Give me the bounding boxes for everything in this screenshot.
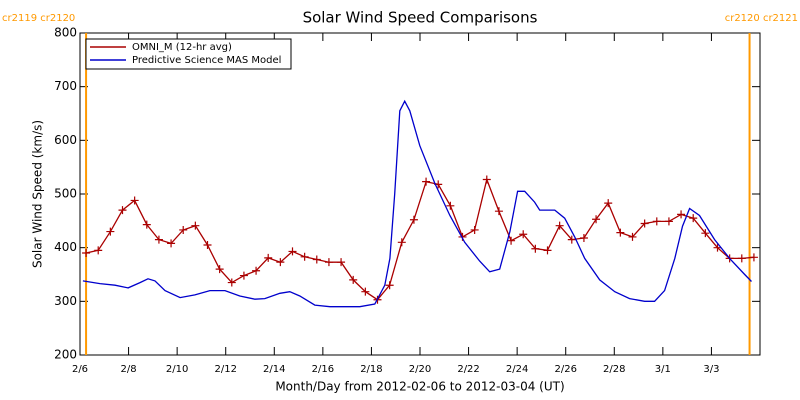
data-point: [154, 235, 163, 244]
y-tick-label: 600: [54, 133, 77, 147]
data-point: [555, 221, 564, 230]
data-point: [337, 258, 346, 267]
data-point: [628, 232, 637, 241]
data-point: [652, 217, 661, 226]
x-tick-label: 2/24: [506, 364, 528, 375]
y-tick-label: 400: [54, 240, 77, 254]
x-tick-label: 3/1: [655, 364, 671, 375]
data-point: [422, 177, 431, 186]
data-point: [349, 275, 358, 284]
data-point: [616, 228, 625, 237]
data-point: [264, 253, 273, 262]
annotation: cr2120 cr2121: [725, 13, 798, 24]
data-point: [179, 225, 188, 234]
x-tick-label: 2/8: [121, 364, 137, 375]
data-point: [713, 243, 722, 252]
data-point: [640, 219, 649, 228]
data-point: [737, 254, 746, 263]
x-tick-label: 2/20: [409, 364, 431, 375]
data-point: [543, 246, 552, 255]
series-line: [82, 99, 752, 308]
data-point: [482, 175, 491, 184]
y-tick-label: 300: [54, 294, 77, 308]
data-point: [689, 214, 698, 223]
x-axis-label: Month/Day from 2012-02-06 to 2012-03-04 …: [275, 380, 564, 394]
data-point: [167, 239, 176, 248]
data-point: [494, 207, 503, 216]
data-point: [191, 221, 200, 230]
data-point: [507, 236, 516, 245]
data-point: [446, 201, 455, 210]
data-point: [276, 258, 285, 267]
data-point: [130, 196, 139, 205]
legend-box: [85, 38, 292, 70]
data-point: [664, 217, 673, 226]
data-point: [215, 265, 224, 274]
data-point: [312, 255, 321, 264]
data-point: [579, 234, 588, 243]
data-point: [385, 281, 394, 290]
x-tick-label: 2/6: [72, 364, 88, 375]
x-tick-label: 2/10: [166, 364, 188, 375]
series-line: [85, 177, 754, 301]
y-tick-label: 200: [54, 348, 77, 362]
x-tick-label: 2/16: [312, 364, 334, 375]
data-point: [604, 199, 613, 208]
data-point: [106, 227, 115, 236]
data-point: [531, 244, 540, 253]
data-point: [567, 235, 576, 244]
data-point: [288, 247, 297, 256]
y-tick-label: 700: [54, 79, 77, 93]
data-point: [592, 215, 601, 224]
x-tick-label: 2/14: [263, 364, 285, 375]
data-point: [470, 225, 479, 234]
data-point: [252, 266, 261, 275]
y-tick-label: 500: [54, 187, 77, 201]
data-point: [82, 249, 91, 258]
data-point: [239, 271, 248, 280]
data-point: [749, 253, 758, 262]
data-point: [203, 240, 212, 249]
legend-label: OMNI_M (12-hr avg): [132, 42, 232, 53]
annotation: cr2119 cr2120: [2, 13, 75, 24]
chart-title: Solar Wind Speed Comparisons: [303, 9, 538, 27]
data-point: [519, 230, 528, 239]
y-tick-label: 800: [54, 26, 77, 40]
data-point: [324, 258, 333, 267]
x-tick-label: 3/3: [703, 364, 719, 375]
x-tick-label: 2/18: [360, 364, 382, 375]
y-axis-label: Solar Wind Speed (km/s): [31, 120, 45, 268]
x-tick-label: 2/28: [603, 364, 625, 375]
data-point: [677, 210, 686, 219]
x-tick-label: 2/26: [554, 364, 576, 375]
data-point: [227, 278, 236, 287]
data-point: [397, 238, 406, 247]
data-point: [94, 246, 103, 255]
x-tick-label: 2/22: [457, 364, 479, 375]
data-point: [118, 206, 127, 215]
x-tick-label: 2/12: [214, 364, 236, 375]
data-point: [142, 220, 151, 229]
data-point: [361, 287, 370, 296]
data-point: [300, 252, 309, 261]
data-point: [409, 215, 418, 224]
legend-label: Predictive Science MAS Model: [132, 55, 281, 66]
data-point: [701, 229, 710, 238]
